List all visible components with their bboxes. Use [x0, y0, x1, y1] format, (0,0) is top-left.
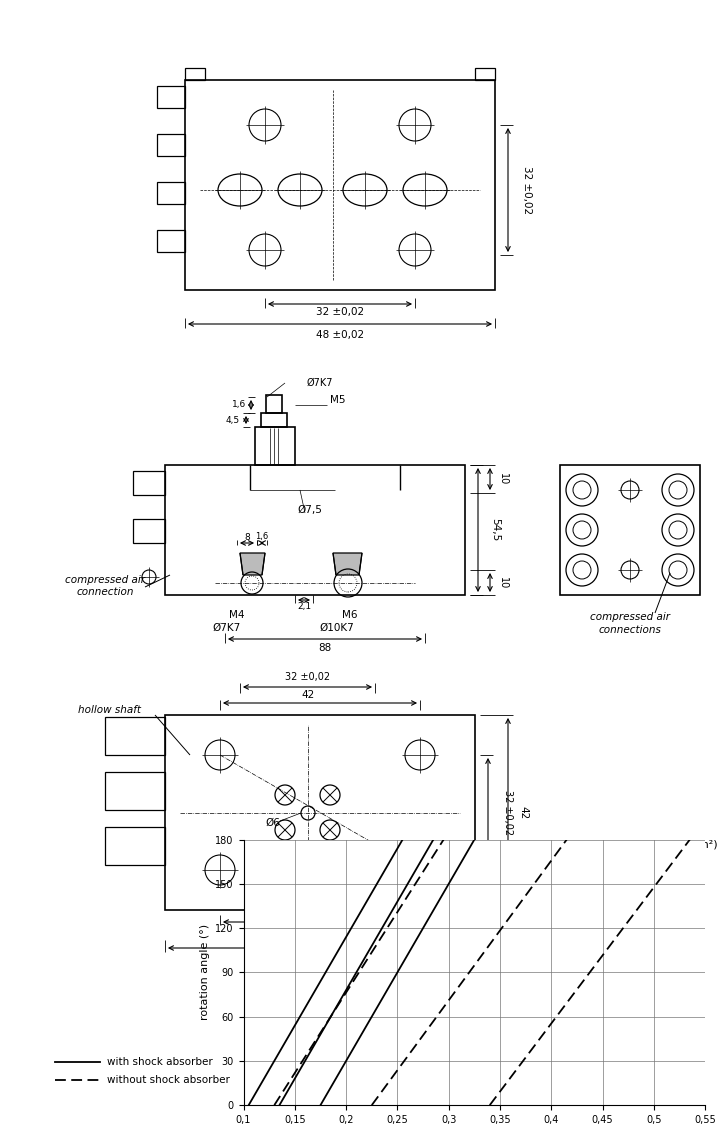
Text: 42: 42 — [302, 690, 315, 699]
Text: 110: 110 — [393, 853, 412, 863]
Text: 40: 40 — [462, 868, 475, 878]
Bar — [157, 86, 185, 108]
Text: 2,1: 2,1 — [297, 602, 311, 611]
Polygon shape — [240, 553, 265, 575]
Text: 32 ±0,02: 32 ±0,02 — [503, 790, 513, 835]
Bar — [261, 412, 287, 427]
Text: Ø10K7: Ø10K7 — [320, 623, 354, 633]
Bar — [133, 519, 165, 544]
Text: 48 ±0,02: 48 ±0,02 — [316, 330, 364, 340]
Bar — [133, 471, 165, 495]
Text: without shock absorber: without shock absorber — [107, 1075, 230, 1085]
Text: 10: 10 — [498, 577, 508, 589]
Text: compressed air: compressed air — [65, 575, 145, 585]
Polygon shape — [333, 553, 362, 575]
Text: M4: M4 — [229, 610, 245, 620]
Bar — [105, 772, 165, 810]
Text: connections: connections — [598, 625, 662, 635]
Bar — [185, 68, 205, 80]
Text: 60: 60 — [586, 868, 599, 878]
Bar — [255, 427, 295, 466]
Text: 4,5: 4,5 — [226, 416, 240, 425]
Text: compressed air: compressed air — [590, 612, 670, 622]
Text: 42: 42 — [302, 927, 315, 937]
Bar — [266, 396, 282, 412]
Text: Ø7K7: Ø7K7 — [213, 623, 241, 633]
Bar — [105, 718, 165, 755]
Bar — [157, 182, 185, 205]
Text: 54,5: 54,5 — [490, 519, 500, 541]
Y-axis label: rotation angle (°): rotation angle (°) — [200, 924, 210, 1020]
Bar — [185, 80, 495, 290]
Bar — [157, 231, 185, 252]
Bar — [157, 134, 185, 156]
Bar — [560, 466, 700, 596]
Text: with shock absorber: with shock absorber — [107, 1057, 213, 1067]
Text: 65: 65 — [355, 853, 368, 863]
Bar — [105, 827, 165, 864]
Text: 88: 88 — [318, 643, 332, 653]
Text: 32 ±0,02: 32 ±0,02 — [286, 672, 331, 683]
Text: 20: 20 — [314, 853, 327, 863]
Text: 1,6: 1,6 — [232, 400, 246, 409]
Text: 20: 20 — [324, 868, 337, 878]
Text: Ø7K7: Ø7K7 — [307, 379, 334, 388]
Bar — [165, 715, 475, 910]
Text: Ø7,5: Ø7,5 — [297, 505, 323, 515]
Text: Ø6: Ø6 — [265, 818, 281, 828]
Text: hollow shaft: hollow shaft — [79, 705, 142, 715]
Text: 32 ±0,02: 32 ±0,02 — [316, 307, 364, 318]
Text: 32 ±0,02: 32 ±0,02 — [522, 166, 532, 214]
Text: 8: 8 — [244, 532, 250, 541]
Text: M5: M5 — [330, 396, 345, 405]
Text: connection: connection — [76, 586, 134, 597]
Bar — [165, 466, 465, 596]
Text: 1,6: 1,6 — [255, 532, 268, 541]
Text: 10: 10 — [498, 472, 508, 485]
Text: 42: 42 — [518, 806, 528, 819]
Bar — [475, 68, 495, 80]
Text: Inertia (kgcm²): Inertia (kgcm²) — [635, 840, 718, 850]
Text: M6: M6 — [342, 610, 358, 620]
Text: 93: 93 — [313, 955, 326, 965]
